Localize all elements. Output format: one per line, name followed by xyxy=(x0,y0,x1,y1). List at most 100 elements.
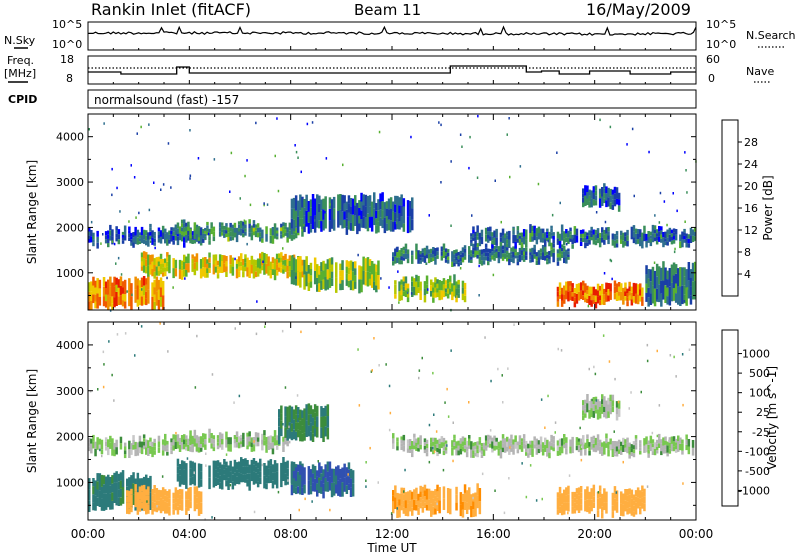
velocity-echo-cell xyxy=(421,486,425,494)
power-echo-cell xyxy=(261,265,264,271)
power-echo-cell xyxy=(434,277,437,283)
velocity-echo-cell xyxy=(136,472,140,490)
power-echo-cell xyxy=(292,257,296,272)
power-echo-speck xyxy=(141,288,143,291)
power-echo-cell xyxy=(620,230,623,236)
power-echo-cell xyxy=(254,265,258,272)
velocity-echo-cell xyxy=(687,439,691,447)
power-echo-cell xyxy=(647,231,650,237)
velocity-echo-cell xyxy=(193,438,197,447)
power-echo-cell xyxy=(94,294,97,302)
velocity-echo-cell xyxy=(88,442,91,447)
power-echo-cell xyxy=(142,229,146,235)
power-echo-cell xyxy=(645,292,648,302)
velocity-echo-cell xyxy=(204,439,207,445)
power-echo-cell xyxy=(394,280,397,285)
power-echo-cell xyxy=(579,229,583,234)
power-echo-cell xyxy=(406,216,410,234)
power-echo-cell xyxy=(282,255,285,261)
velocity-echo-cell xyxy=(510,438,513,444)
velocity-echo-cell xyxy=(560,504,564,516)
power-echo-speck xyxy=(656,299,658,302)
power-echo-cell xyxy=(470,259,473,263)
power-echo-cell xyxy=(159,236,163,244)
velocity-echo-speck xyxy=(134,354,136,357)
velocity-echo-cell xyxy=(419,440,422,445)
power-echo-cell xyxy=(92,236,95,240)
velocity-echo-cell xyxy=(123,446,127,451)
velocity-echo-cell xyxy=(307,403,311,415)
power-echo-cell xyxy=(660,234,663,239)
velocity-echo-cell xyxy=(104,437,108,442)
power-echo-cell xyxy=(233,232,237,238)
power-echo-cell xyxy=(153,302,156,310)
velocity-echo-cell xyxy=(320,473,323,481)
power-echo-cell xyxy=(634,233,638,240)
velocity-echo-speck xyxy=(205,452,207,455)
power-echo-cell xyxy=(446,288,450,294)
power-echo-cell xyxy=(246,257,249,268)
power-echo-speck xyxy=(295,150,298,154)
velocity-echo-cell xyxy=(322,416,325,425)
power-echo-cell xyxy=(571,292,574,297)
power-echo-speck xyxy=(111,240,114,243)
power-echo-cell xyxy=(180,260,184,266)
velocity-echo-cell xyxy=(472,501,475,510)
power-echo-cell xyxy=(385,223,389,231)
power-echo-cell xyxy=(248,260,251,269)
power-echo-speck xyxy=(189,129,191,132)
power-echo-cell xyxy=(406,258,410,264)
velocity-echo-cell xyxy=(419,435,422,440)
power-echo-cell xyxy=(463,295,467,303)
velocity-echo-cell xyxy=(563,441,566,445)
velocity-echo-cell xyxy=(303,476,306,485)
power-echo-speck xyxy=(438,121,440,124)
power-echo-cell xyxy=(613,293,617,300)
velocity-echo-cell xyxy=(465,490,469,503)
velocity-echo-cell xyxy=(510,434,513,439)
power-echo-cell xyxy=(185,256,188,264)
power-echo-cell xyxy=(693,261,697,281)
velocity-echo-cell xyxy=(423,502,427,508)
power-echo-cell xyxy=(250,264,254,274)
velocity-echo-cell xyxy=(413,433,416,438)
velocity-echo-cell xyxy=(415,499,418,505)
power-echo-cell xyxy=(349,270,353,281)
velocity-echo-cell xyxy=(132,494,135,505)
power-echo-cell xyxy=(282,269,285,274)
power-echo-cell xyxy=(567,281,570,292)
power-echo-cell xyxy=(617,192,621,200)
velocity-echo-cell xyxy=(598,446,602,454)
velocity-echo-cell xyxy=(660,447,663,452)
power-echo-cell xyxy=(476,225,479,229)
velocity-echo-cell xyxy=(556,492,560,498)
velocity-echo-cell xyxy=(132,440,135,445)
velocity-echo-cell xyxy=(442,498,446,510)
velocity-echo-cell xyxy=(311,425,315,434)
velocity-echo-cell xyxy=(278,435,281,445)
velocity-echo-cell xyxy=(130,443,133,449)
velocity-echo-cell xyxy=(634,496,638,503)
power-echo-cell xyxy=(275,253,279,260)
power-echo-cell xyxy=(404,290,408,297)
power-echo-cell xyxy=(345,260,349,267)
power-echo-speck xyxy=(477,114,479,118)
velocity-echo-cell xyxy=(248,473,251,482)
power-echo-cell xyxy=(273,258,277,270)
power-echo-cell xyxy=(615,235,619,240)
power-echo-cell xyxy=(522,229,526,237)
velocity-echo-cell xyxy=(455,441,458,449)
velocity-echo-speck xyxy=(389,411,392,415)
power-echo-cell xyxy=(605,282,608,293)
velocity-echo-speck xyxy=(508,477,510,480)
power-echo-cell xyxy=(115,233,118,238)
power-echo-cell xyxy=(687,234,691,239)
velocity-echo-cell xyxy=(126,502,129,508)
velocity-echo-speck xyxy=(211,373,214,376)
velocity-echo-cell xyxy=(92,486,95,495)
velocity-echo-cell xyxy=(529,447,532,452)
power-echo-cell xyxy=(493,230,496,238)
power-echo-cell xyxy=(539,248,543,253)
velocity-echo-speck xyxy=(583,442,585,445)
velocity-echo-cell xyxy=(620,450,623,455)
